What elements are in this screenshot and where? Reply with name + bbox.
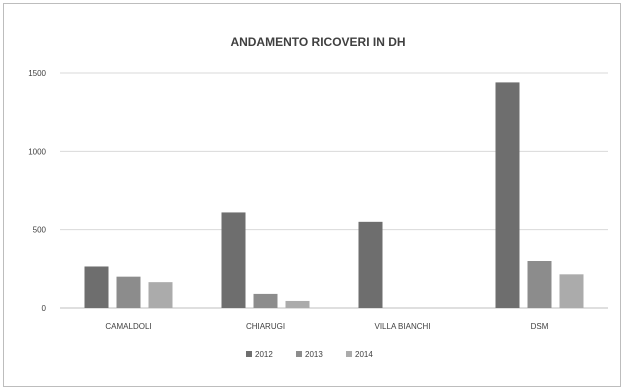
x-tick-label: DSM [531, 322, 549, 331]
x-axis: CAMALDOLI CHIARUGI VILLA BIANCHI DSM [105, 322, 548, 331]
bar-2012-camaldoli [84, 266, 109, 308]
legend-label: 2013 [305, 350, 323, 359]
bars [84, 82, 584, 309]
legend-label: 2012 [255, 350, 273, 359]
legend-item-2013: 2013 [296, 350, 323, 359]
legend-swatch [346, 351, 352, 357]
y-tick-label: 1000 [28, 147, 46, 156]
bar-2013-chiarugi [253, 293, 278, 308]
legend-swatch [246, 351, 252, 357]
bar-2013-camaldoli [116, 276, 141, 308]
bar-2012-villa-bianchi [358, 221, 383, 308]
bar-2014-dsm [559, 274, 584, 308]
y-tick-label: 0 [42, 304, 47, 313]
bar-2013-dsm [527, 261, 552, 308]
bar-2014-chiarugi [285, 300, 310, 308]
bar-2012-dsm [495, 82, 520, 309]
legend-label: 2014 [355, 350, 373, 359]
y-tick-label: 1500 [28, 69, 46, 78]
x-tick-label: VILLA BIANCHI [374, 322, 430, 331]
y-tick-label: 500 [33, 226, 47, 235]
legend-item-2014: 2014 [346, 350, 373, 359]
legend-swatch [296, 351, 302, 357]
bar-2014-camaldoli [148, 282, 173, 308]
gridlines [60, 72, 608, 309]
y-axis: 0 500 1000 1500 [28, 69, 46, 313]
legend-item-2012: 2012 [246, 350, 273, 359]
x-tick-label: CHIARUGI [246, 322, 285, 331]
legend: 2012 2013 2014 [246, 350, 373, 359]
bar-2012-chiarugi [221, 212, 246, 308]
chart-title: ANDAMENTO RICOVERI IN DH [230, 35, 405, 49]
x-tick-label: CAMALDOLI [105, 322, 151, 331]
